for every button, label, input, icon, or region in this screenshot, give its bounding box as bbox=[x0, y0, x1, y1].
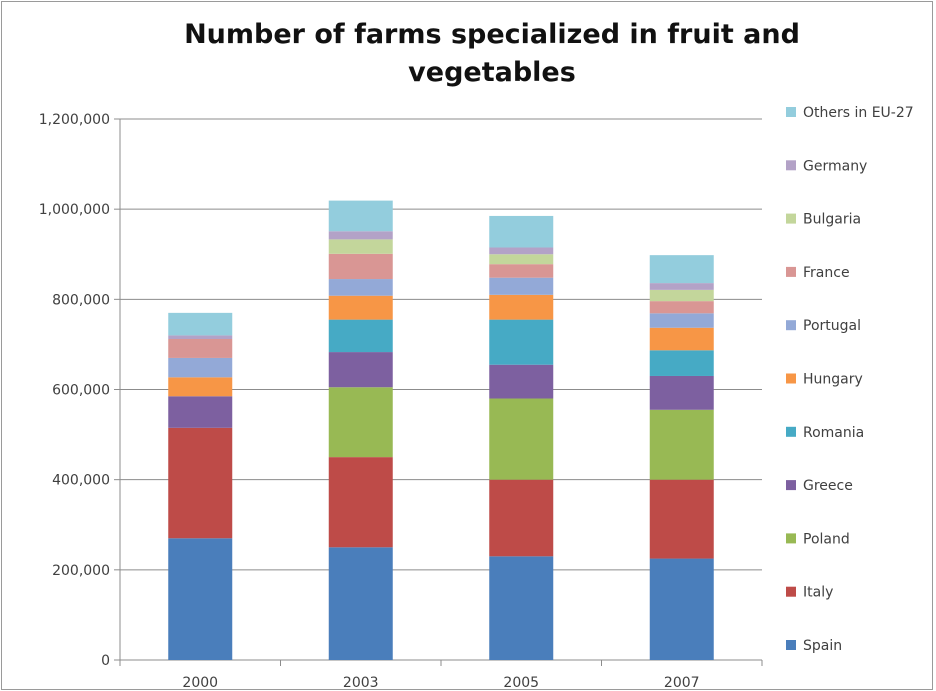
bar-segment-italy-2000 bbox=[168, 427, 233, 539]
bar-segment-italy-2003 bbox=[328, 457, 393, 548]
bar-segment-hungary-2005 bbox=[489, 294, 554, 320]
bar-segment-others-in-eu-27-2003 bbox=[328, 200, 393, 232]
legend-label: Bulgaria bbox=[803, 212, 861, 228]
legend-swatch bbox=[786, 373, 796, 384]
legend-label: Poland bbox=[803, 531, 850, 547]
legend-label: Italy bbox=[803, 585, 833, 601]
bar-segment-spain-2007 bbox=[649, 558, 714, 660]
y-tick-label: 400,000 bbox=[52, 473, 110, 489]
bar-segment-hungary-2007 bbox=[649, 327, 714, 351]
bar-segment-others-in-eu-27-2000 bbox=[168, 312, 233, 336]
bar-segment-romania-2003 bbox=[328, 319, 393, 353]
bar-segment-germany-2003 bbox=[328, 231, 393, 240]
bar-segment-spain-2005 bbox=[489, 556, 554, 660]
bar-segment-greece-2003 bbox=[328, 352, 393, 388]
bar-segment-germany-2007 bbox=[649, 283, 714, 290]
legend-label: Spain bbox=[803, 638, 842, 654]
chart-title: Number of farms specialized in fruit and… bbox=[184, 19, 800, 88]
bar-segment-poland-2003 bbox=[328, 387, 393, 458]
bar-segment-portugal-2005 bbox=[489, 277, 554, 295]
legend-swatch bbox=[786, 320, 796, 331]
bar-segment-greece-2000 bbox=[168, 396, 233, 428]
bar-segment-germany-2000 bbox=[168, 335, 233, 340]
legend-swatch bbox=[786, 107, 796, 117]
legend-swatch bbox=[786, 640, 796, 650]
bars bbox=[168, 200, 714, 660]
legend-swatch bbox=[786, 266, 796, 277]
bar-segment-hungary-2003 bbox=[328, 295, 393, 320]
y-tick-label: 1,200,000 bbox=[39, 112, 110, 128]
y-tick-label: 200,000 bbox=[52, 563, 110, 579]
bar-segment-romania-2005 bbox=[489, 319, 554, 365]
bar-segment-italy-2007 bbox=[649, 479, 714, 559]
bar-segment-spain-2000 bbox=[168, 538, 233, 660]
bar-segment-france-2003 bbox=[328, 253, 393, 280]
bar-segment-hungary-2000 bbox=[168, 377, 233, 397]
y-tick-label: 600,000 bbox=[52, 383, 110, 399]
bar-segment-italy-2005 bbox=[489, 479, 554, 557]
bar-segment-others-in-eu-27-2005 bbox=[489, 215, 554, 248]
bar-segment-bulgaria-2007 bbox=[649, 289, 714, 302]
legend-label: Greece bbox=[803, 478, 853, 494]
bar-segment-poland-2007 bbox=[649, 409, 714, 480]
legend-swatch bbox=[786, 426, 796, 437]
x-tick-label: 2005 bbox=[503, 675, 539, 691]
legend-label: France bbox=[803, 265, 850, 281]
bar-segment-portugal-2003 bbox=[328, 279, 393, 296]
bar-segment-greece-2007 bbox=[649, 375, 714, 410]
legend-swatch bbox=[786, 586, 796, 597]
bar-segment-france-2007 bbox=[649, 301, 714, 314]
bar-segment-spain-2003 bbox=[328, 547, 393, 660]
legend-label: Romania bbox=[803, 425, 864, 441]
bar-segment-poland-2005 bbox=[489, 398, 554, 480]
y-tick-label: 800,000 bbox=[52, 292, 110, 308]
bar-segment-bulgaria-2005 bbox=[489, 254, 554, 265]
bar-segment-greece-2005 bbox=[489, 364, 554, 399]
x-tick-label: 2003 bbox=[343, 675, 379, 691]
x-tick-label: 2000 bbox=[182, 675, 218, 691]
legend-label: Others in EU-27 bbox=[803, 105, 914, 121]
bar-segment-france-2000 bbox=[168, 339, 233, 358]
bar-segment-france-2005 bbox=[489, 264, 554, 278]
bar-segment-germany-2005 bbox=[489, 247, 554, 255]
legend-label: Portugal bbox=[803, 318, 861, 334]
legend-label: Germany bbox=[803, 158, 867, 174]
bar-segment-bulgaria-2003 bbox=[328, 239, 393, 254]
bar-segment-portugal-2007 bbox=[649, 313, 714, 328]
legend: Others in EU-27 Germany Bulgaria France Port… bbox=[786, 105, 914, 654]
bar-segment-others-in-eu-27-2007 bbox=[649, 255, 714, 284]
y-tick-label: 1,000,000 bbox=[39, 202, 110, 218]
legend-swatch bbox=[786, 213, 796, 224]
bar-segment-romania-2007 bbox=[649, 350, 714, 376]
x-tick-label: 2007 bbox=[664, 675, 700, 691]
legend-swatch bbox=[786, 480, 796, 491]
legend-swatch bbox=[786, 160, 796, 171]
y-tick-label: 0 bbox=[101, 653, 110, 669]
legend-label: Hungary bbox=[803, 372, 863, 388]
bar-segment-portugal-2000 bbox=[168, 357, 233, 378]
legend-swatch bbox=[786, 533, 796, 544]
